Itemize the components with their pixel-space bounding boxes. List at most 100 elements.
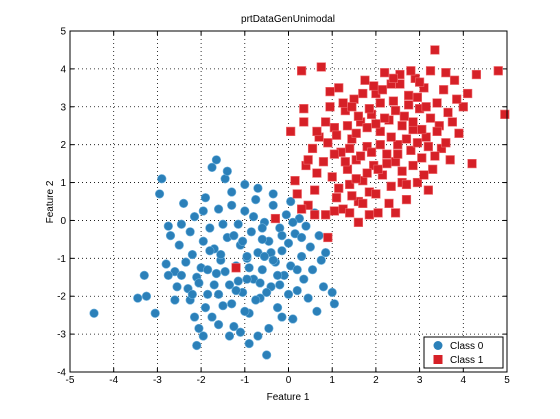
data-point-class-0 [89,308,99,318]
data-point-class-1 [390,208,401,218]
data-point-class-0 [192,340,202,351]
data-point-class-0 [220,174,230,184]
y-tick-label: -4 [57,368,66,379]
y-tick-label: 5 [60,27,66,38]
data-point-class-1 [366,147,377,157]
data-point-class-0 [305,242,315,252]
data-point-class-1 [384,198,394,208]
data-point-class-0 [161,259,171,269]
data-point-class-0 [238,236,248,246]
data-point-class-1 [412,92,423,102]
data-point-class-0 [244,338,254,349]
x-tick-label: 5 [504,375,510,386]
data-point-class-0 [231,285,241,296]
data-point-class-1 [425,66,436,76]
data-point-class-0 [262,350,272,360]
data-point-class-0 [205,246,215,256]
data-point-class-0 [203,265,213,275]
y-tick-label: -3 [57,330,66,341]
data-point-class-0 [257,223,267,233]
data-point-class-1 [334,83,344,93]
chart-title: prtDataGenUnimodal [241,14,335,25]
data-point-class-0 [227,200,237,210]
data-point-class-1 [358,198,368,208]
data-point-class-1 [327,172,337,182]
data-point-class-0 [281,210,291,220]
data-point-class-0 [189,312,200,322]
data-points [89,45,510,360]
data-point-class-0 [292,265,302,275]
data-point-class-0 [181,257,191,267]
data-point-class-0 [272,270,283,280]
data-point-class-1 [406,66,416,76]
data-point-class-0 [277,246,287,256]
data-point-class-0 [150,308,160,318]
data-point-class-1 [364,104,374,114]
data-point-class-0 [185,227,195,237]
data-point-class-1 [397,121,407,131]
data-point-class-1 [441,68,451,78]
data-point-class-0 [307,265,318,275]
data-point-class-0 [262,287,272,298]
data-point-class-0 [283,238,294,248]
data-point-class-0 [194,278,204,288]
data-point-class-0 [297,251,307,262]
data-point-class-0 [163,270,173,280]
data-point-class-1 [388,96,398,106]
data-point-class-1 [318,157,329,167]
data-point-class-0 [172,282,182,292]
data-point-class-0 [277,312,287,322]
legend-label-class-0: Class 0 [450,341,484,352]
data-point-class-0 [194,323,204,334]
x-tick-label: 2 [373,375,379,386]
data-point-class-0 [268,189,278,199]
data-point-class-0 [240,179,250,190]
data-point-class-0 [198,206,208,216]
data-point-class-0 [248,212,259,222]
data-point-class-1 [408,117,418,127]
data-point-class-0 [253,331,263,341]
data-point-class-1 [347,191,357,201]
data-point-class-0 [251,195,261,205]
data-point-class-1 [393,140,403,150]
data-point-class-0 [141,291,152,301]
data-point-class-1 [382,159,392,169]
data-point-class-0 [170,295,180,305]
data-point-class-1 [329,149,339,159]
data-point-class-0 [163,221,173,231]
data-point-class-1 [393,149,403,159]
data-point-class-0 [211,268,221,279]
data-point-class-1 [345,143,355,154]
data-point-class-0 [133,293,143,303]
data-point-class-1 [412,138,423,148]
data-point-class-0 [288,217,298,227]
data-point-class-1 [360,75,370,85]
data-point-class-0 [198,236,208,246]
data-point-class-0 [139,270,149,280]
data-point-class-1 [353,111,364,121]
data-point-class-1 [299,117,309,127]
data-point-class-1 [312,126,322,137]
data-point-class-1 [412,177,423,188]
data-point-class-1 [231,263,241,273]
data-point-class-1 [419,170,429,180]
data-point-class-1 [345,179,355,190]
data-point-class-0 [255,278,265,288]
legend: Class 0 Class 1 [423,336,504,369]
data-point-class-1 [310,210,320,220]
data-point-class-1 [369,81,379,91]
x-tick-label: -5 [66,375,75,386]
data-point-class-0 [218,301,228,311]
data-point-class-1 [401,179,412,190]
data-point-class-0 [213,320,224,330]
data-point-class-0 [187,249,197,260]
data-point-class-1 [423,141,433,152]
data-point-class-1 [362,123,372,133]
data-point-class-1 [362,168,372,178]
y-tick-label: -2 [57,292,66,303]
data-point-class-0 [205,223,215,233]
data-point-class-1 [364,210,374,220]
x-tick-label: 4 [461,375,467,386]
data-point-class-0 [233,276,243,286]
